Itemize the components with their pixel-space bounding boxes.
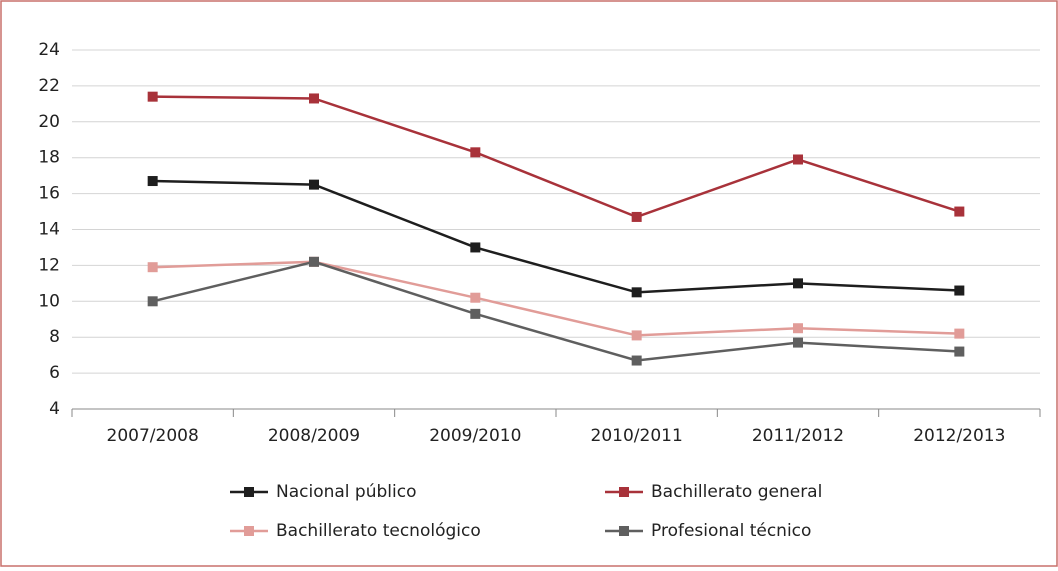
point-marker <box>793 278 803 289</box>
point-marker <box>631 287 642 298</box>
x-tick-label: 2008/2009 <box>268 426 360 446</box>
y-tick-label: 24 <box>38 40 60 60</box>
series-line <box>152 179 960 294</box>
legend-label: Nacional público <box>276 482 416 502</box>
point-marker <box>309 256 319 267</box>
point-marker <box>954 285 965 296</box>
point-marker <box>470 292 481 303</box>
series-line <box>152 95 960 219</box>
legend-label: Bachillerato tecnológico <box>276 521 481 541</box>
legend-label: Profesional técnico <box>651 521 811 541</box>
point-marker <box>793 337 803 348</box>
point-marker <box>954 346 965 357</box>
point-marker <box>470 308 481 319</box>
x-tick-label: 2012/2013 <box>913 426 1005 446</box>
y-tick-label: 18 <box>38 148 60 168</box>
point-marker <box>793 323 803 334</box>
point-marker <box>147 91 158 102</box>
point-marker <box>631 330 642 341</box>
point-marker <box>309 93 319 104</box>
point-marker <box>470 147 481 158</box>
x-tick-label: 2010/2011 <box>591 426 683 446</box>
y-tick-label: 6 <box>49 363 60 383</box>
point-marker <box>147 296 158 307</box>
legend-marker <box>619 526 629 536</box>
y-tick-label: 14 <box>38 220 60 240</box>
x-tick-label: 2011/2012 <box>752 426 844 446</box>
point-marker <box>954 328 965 339</box>
legend-marker <box>244 526 254 536</box>
point-marker <box>309 179 319 190</box>
legend-marker <box>619 487 629 497</box>
y-tick-label: 4 <box>49 399 60 419</box>
point-marker <box>470 242 481 253</box>
y-tick-label: 12 <box>38 255 60 275</box>
x-tick-label: 2009/2010 <box>429 426 521 446</box>
legend-marker <box>244 487 254 497</box>
x-tick-label: 2007/2008 <box>107 426 199 446</box>
series-line <box>152 260 960 362</box>
point-marker <box>147 262 158 273</box>
point-marker <box>631 211 642 222</box>
y-tick-label: 8 <box>49 327 60 347</box>
y-tick-label: 16 <box>38 184 60 204</box>
point-marker <box>631 355 642 366</box>
point-marker <box>954 206 965 217</box>
series-line <box>152 260 960 337</box>
point-marker <box>793 154 803 165</box>
y-tick-label: 22 <box>38 76 60 96</box>
legend-label: Bachillerato general <box>651 482 822 502</box>
y-tick-label: 20 <box>38 112 60 132</box>
point-marker <box>147 176 158 187</box>
y-tick-label: 10 <box>38 291 60 311</box>
